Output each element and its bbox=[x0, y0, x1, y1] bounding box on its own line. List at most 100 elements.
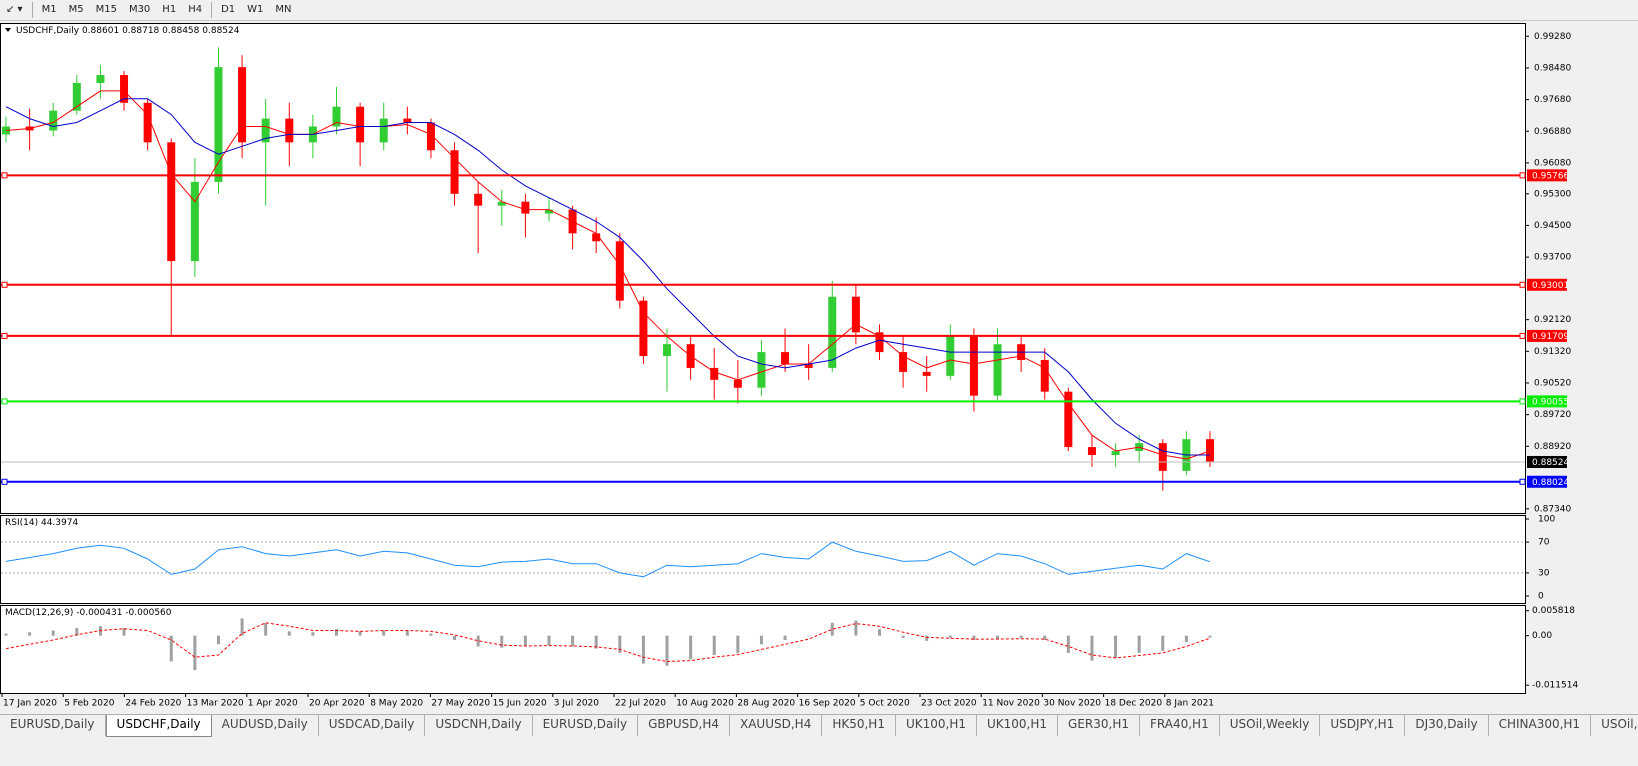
chart-tab[interactable]: USDCAD,Daily bbox=[319, 715, 426, 736]
macd-bar bbox=[877, 629, 881, 636]
candle-body bbox=[238, 67, 247, 143]
macd-bar bbox=[712, 635, 716, 656]
header-part: 0.88458 bbox=[162, 26, 199, 36]
chart-tab[interactable]: FRA40,H1 bbox=[1140, 715, 1220, 736]
macd-bar bbox=[382, 630, 386, 636]
y-tick-label: 100 bbox=[1538, 515, 1555, 525]
timeframe-button[interactable]: M30 bbox=[128, 4, 151, 15]
level-handle bbox=[1, 172, 8, 179]
macd-bar bbox=[4, 633, 8, 636]
macd-header: MACD(12,26,9) -0.000431 -0.000560 bbox=[5, 608, 172, 618]
x-tick-label: 20 Apr 2020 bbox=[309, 699, 365, 709]
macd-bar bbox=[1090, 635, 1094, 661]
chart-tab[interactable]: CHINA300,H1 bbox=[1489, 715, 1592, 736]
macd-bar bbox=[783, 635, 787, 640]
x-tick-label: 18 Dec 2020 bbox=[1105, 699, 1163, 709]
x-tick-label: 24 Feb 2020 bbox=[125, 699, 181, 709]
y-tick-label: 0.96880 bbox=[1534, 127, 1571, 137]
chart-tab[interactable]: GBPUSD,H4 bbox=[638, 715, 730, 736]
candle-body bbox=[521, 201, 530, 214]
level-label: 0.91709 bbox=[1532, 332, 1569, 342]
x-tick-label: 8 May 2020 bbox=[370, 699, 423, 709]
level-handle bbox=[1519, 172, 1526, 179]
separator bbox=[31, 2, 33, 18]
candle-body bbox=[285, 118, 294, 143]
timeframe-button[interactable]: MN bbox=[275, 4, 292, 15]
y-tick-label: 0.99280 bbox=[1534, 32, 1571, 42]
x-tick-label: 3 Jul 2020 bbox=[554, 699, 599, 709]
y-tick-label: 0.91320 bbox=[1534, 347, 1571, 357]
macd-bar bbox=[193, 635, 197, 671]
candle-body bbox=[922, 371, 931, 376]
macd-bar bbox=[972, 635, 976, 640]
timeframe-button[interactable]: W1 bbox=[247, 4, 264, 15]
y-tick-label: 30 bbox=[1538, 568, 1550, 578]
chart-tab[interactable]: GER30,H1 bbox=[1058, 715, 1140, 736]
timeframe-button[interactable]: H1 bbox=[162, 4, 177, 15]
level-handle bbox=[1519, 332, 1526, 339]
chart-tab[interactable]: USDCNH,Daily bbox=[425, 715, 533, 736]
y-tick-label: 0.92120 bbox=[1534, 315, 1571, 325]
chart-tab[interactable]: USDJPY,H1 bbox=[1320, 715, 1406, 736]
chart-tab[interactable]: USOil,Weekly bbox=[1220, 715, 1321, 736]
candle-body bbox=[403, 118, 412, 123]
header-part: 0.88718 bbox=[122, 26, 159, 36]
macd-bar bbox=[948, 635, 952, 638]
level-handle bbox=[1, 398, 8, 405]
x-tick-label: 10 Aug 2020 bbox=[676, 699, 734, 709]
indicator-name: MACD(12,26,9) bbox=[5, 608, 73, 618]
timeframe-button[interactable]: M15 bbox=[95, 4, 117, 15]
candle-body bbox=[167, 142, 176, 262]
candle-body bbox=[946, 336, 955, 376]
timeframe-button[interactable]: M1 bbox=[41, 4, 57, 15]
chart-tab[interactable]: DJ30,Daily bbox=[1405, 715, 1489, 736]
macd-bar bbox=[1161, 635, 1165, 651]
chart-tab[interactable]: UK100,H1 bbox=[977, 715, 1059, 736]
level-handle bbox=[1519, 281, 1526, 288]
macd-bar bbox=[1114, 635, 1118, 659]
x-tick-label: 13 Mar 2020 bbox=[187, 699, 244, 709]
macd-bar bbox=[901, 635, 905, 638]
macd-bar bbox=[335, 629, 339, 636]
level-label: 0.95766 bbox=[1532, 171, 1569, 181]
x-tick-label: 8 Jan 2021 bbox=[1166, 699, 1214, 709]
chart-tab[interactable]: EURUSD,Daily bbox=[0, 715, 106, 736]
moving-average bbox=[5, 90, 1211, 460]
chart-tab[interactable]: UK100,H1 bbox=[896, 715, 977, 736]
moving-average bbox=[5, 98, 1210, 456]
x-tick-label: 15 Jun 2020 bbox=[493, 699, 547, 709]
y-tick-label: 0.93700 bbox=[1534, 253, 1571, 263]
candle-body bbox=[96, 75, 105, 83]
timeframe-button[interactable]: D1 bbox=[221, 4, 236, 15]
indicator-value: -0.000431 bbox=[76, 608, 122, 618]
tool-menu[interactable]: ↙ ▾ bbox=[6, 4, 23, 15]
chart-tab[interactable]: XAUUSD,H4 bbox=[730, 715, 823, 736]
chart-tab[interactable]: EURUSD,Daily bbox=[533, 715, 639, 736]
macd-bar bbox=[429, 633, 433, 636]
timeframe-button[interactable]: H4 bbox=[188, 4, 203, 15]
chart-tab[interactable]: USOil,... bbox=[1591, 715, 1638, 736]
macd-bar bbox=[996, 635, 1000, 640]
candle-body bbox=[804, 363, 813, 368]
rsi-header: RSI(14) 44.3974 bbox=[5, 518, 78, 528]
y-tick-label: 0.96080 bbox=[1534, 158, 1571, 168]
level-label: 0.90055 bbox=[1532, 397, 1569, 407]
level-label-box bbox=[1527, 278, 1567, 291]
timeframe-button[interactable]: M5 bbox=[68, 4, 84, 15]
y-tick-label: 0.95300 bbox=[1534, 189, 1571, 199]
candle-body bbox=[592, 233, 601, 242]
macd-bar bbox=[169, 635, 173, 662]
pane-frame bbox=[0, 23, 1526, 514]
macd-bar bbox=[571, 635, 575, 647]
chart-tab[interactable]: AUDUSD,Daily bbox=[212, 715, 319, 736]
macd-bar bbox=[358, 631, 362, 636]
macd-bar bbox=[1208, 635, 1212, 638]
chart-tab[interactable]: HK50,H1 bbox=[822, 715, 896, 736]
candle-body bbox=[757, 352, 766, 388]
x-tick-label: 17 Jan 2020 bbox=[3, 699, 57, 709]
chart-tab[interactable]: USDCHF,Daily bbox=[105, 715, 212, 737]
level-label-box bbox=[1527, 329, 1567, 342]
macd-bar bbox=[28, 632, 32, 636]
macd-bar bbox=[523, 635, 527, 647]
level-handle bbox=[1, 281, 8, 288]
